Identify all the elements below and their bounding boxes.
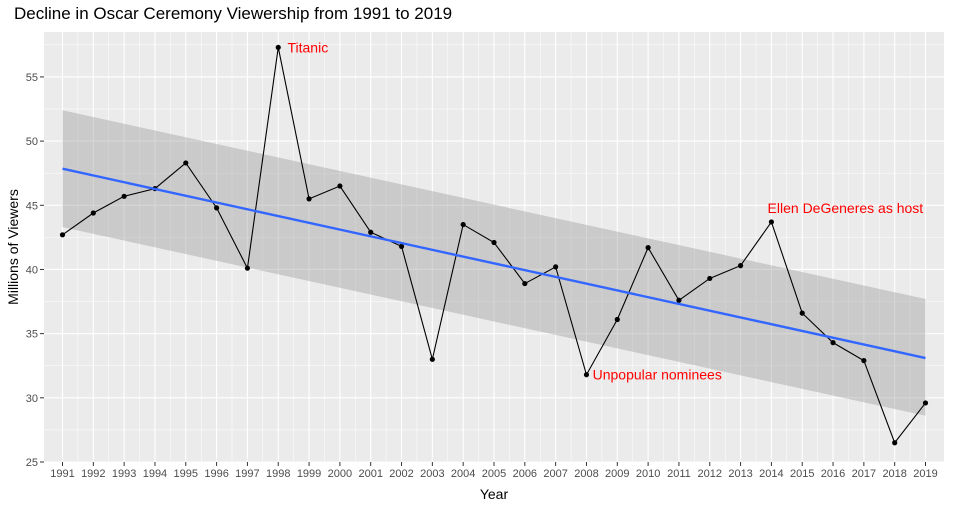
annotations: Titanic Unpopular nominees Ellen DeGeneres… — [287, 39, 923, 382]
x-tick-label: 2019 — [913, 468, 937, 480]
data-point-2009 — [614, 316, 620, 323]
data-point-2016 — [830, 340, 836, 346]
x-tick-label: 1997 — [235, 468, 259, 480]
x-tick-label: 2015 — [790, 468, 814, 480]
x-tick-label: 2011 — [667, 468, 691, 480]
x-tick-label: 2010 — [636, 468, 660, 480]
x-tick-label: 2018 — [882, 468, 906, 480]
y-axis-title: Millions of Viewers — [5, 189, 21, 305]
x-tick-label: 1999 — [297, 468, 321, 480]
data-point-1999 — [306, 196, 312, 202]
data-point-1991 — [59, 232, 66, 238]
data-point-2001 — [368, 229, 374, 235]
x-tick-label: 2006 — [513, 468, 537, 480]
x-tick-label: 2003 — [420, 468, 444, 480]
data-point-2011 — [676, 297, 682, 303]
x-tick-label: 2001 — [358, 468, 382, 480]
y-tick-label: 40 — [26, 264, 38, 276]
data-point-2012 — [707, 275, 713, 282]
data-point-2002 — [398, 243, 405, 249]
data-point-2017 — [861, 357, 867, 364]
data-point-2000 — [337, 183, 343, 189]
x-tick-label: 2017 — [852, 468, 876, 480]
data-point-1997 — [244, 265, 251, 271]
y-tick-label: 25 — [26, 457, 38, 469]
data-point-2014 — [768, 219, 774, 225]
data-point-2013 — [737, 263, 744, 269]
data-point-2019 — [922, 400, 929, 406]
annotation-label: Ellen DeGeneres as host — [768, 200, 924, 216]
x-tick-label: 1996 — [204, 468, 228, 480]
chart-title: Decline in Oscar Ceremony Viewership fro… — [14, 4, 453, 23]
data-point-2018 — [892, 440, 898, 446]
x-tick-label: 2014 — [759, 468, 783, 480]
data-point-1993 — [121, 193, 127, 199]
x-tick-label: 2005 — [482, 468, 506, 480]
y-tick-label: 45 — [26, 200, 38, 212]
y-tick-label: 55 — [26, 72, 38, 84]
annotation-label: Unpopular nominees — [593, 367, 722, 383]
data-point-2004 — [460, 221, 466, 228]
x-tick-label: 1993 — [112, 468, 136, 480]
x-tick-label: 2009 — [605, 468, 629, 480]
x-tick-label: 2000 — [328, 468, 352, 480]
data-point-2008 — [583, 372, 590, 378]
y-tick-label: 50 — [26, 136, 38, 148]
data-point-1998 — [275, 44, 281, 51]
x-tick-label: 1995 — [174, 468, 198, 480]
data-point-2007 — [553, 264, 559, 270]
x-tick-label: 2007 — [543, 468, 567, 480]
x-tick-label: 1998 — [266, 468, 290, 480]
data-point-1992 — [90, 210, 96, 216]
data-point-1996 — [214, 205, 220, 211]
data-point-2005 — [491, 239, 497, 246]
x-tick-label: 1991 — [50, 468, 74, 480]
y-tick-label: 30 — [26, 393, 38, 405]
x-tick-label: 2012 — [698, 468, 722, 480]
data-point-2010 — [645, 245, 651, 251]
y-tick-label: 35 — [26, 329, 38, 341]
x-tick-label: 1992 — [81, 468, 105, 480]
x-tick-label: 2002 — [389, 468, 413, 480]
data-point-2003 — [429, 356, 435, 362]
x-tick-label: 2004 — [451, 468, 475, 480]
data-point-2015 — [799, 310, 805, 316]
annotation-label: Titanic — [287, 39, 328, 55]
x-axis-title: Year — [480, 486, 509, 502]
trend-line — [62, 167, 926, 360]
data-point-1995 — [183, 160, 189, 166]
axes: 25 30 35 40 45 50 55 1991 1992 1993 1994 1995 1996 19… — [26, 72, 938, 480]
x-tick-label: 1994 — [143, 468, 167, 480]
x-tick-label: 2008 — [574, 468, 598, 480]
x-tick-label: 2016 — [821, 468, 845, 480]
data-point-2006 — [522, 280, 528, 287]
x-tick-label: 2013 — [728, 468, 752, 480]
